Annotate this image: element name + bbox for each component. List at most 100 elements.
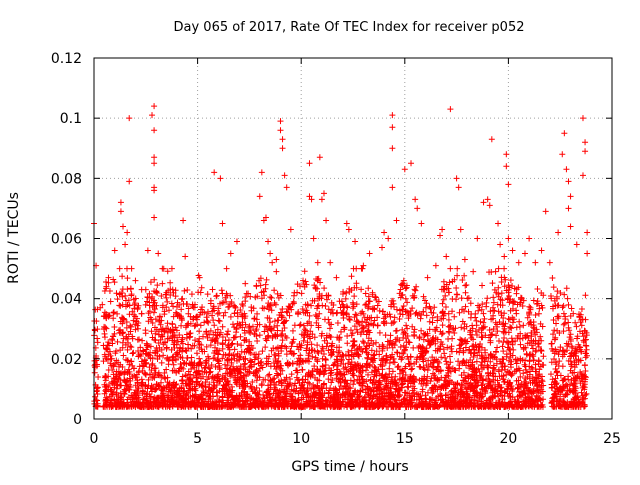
data-point [392, 359, 398, 365]
data-point [225, 328, 231, 334]
data-point [540, 353, 546, 359]
data-point [343, 290, 349, 296]
data-point [517, 342, 523, 348]
data-point [506, 316, 512, 322]
data-point [556, 358, 562, 364]
data-point [347, 317, 353, 323]
data-point [334, 310, 340, 316]
data-point [291, 290, 297, 296]
data-point [210, 317, 216, 323]
data-point [212, 345, 218, 351]
data-point [365, 285, 371, 291]
data-point [418, 328, 424, 334]
data-point [431, 304, 437, 310]
data-point [496, 338, 502, 344]
data-point [135, 326, 141, 332]
data-point [116, 302, 122, 308]
data-point [564, 285, 570, 291]
data-point [579, 306, 585, 312]
data-point [403, 322, 409, 328]
data-point [463, 282, 469, 288]
data-point [409, 305, 415, 311]
data-point [536, 311, 542, 317]
data-point [454, 273, 460, 279]
data-point [463, 304, 469, 310]
data-point [504, 338, 510, 344]
data-point [128, 285, 134, 291]
data-point [447, 266, 453, 272]
data-point [458, 324, 464, 330]
data-point [501, 335, 507, 341]
data-point [383, 332, 389, 338]
data-point [527, 358, 533, 364]
data-point [139, 311, 145, 317]
data-point [159, 360, 165, 366]
data-point [412, 288, 418, 294]
data-point [228, 314, 234, 320]
data-point [314, 342, 320, 348]
data-point [148, 343, 154, 349]
data-point [582, 292, 588, 298]
data-point [424, 312, 430, 318]
data-point [189, 354, 195, 360]
data-point [334, 310, 340, 316]
data-point [462, 283, 468, 289]
data-point [272, 352, 278, 358]
data-point [451, 330, 457, 336]
data-point [199, 285, 205, 291]
data-point [278, 332, 284, 338]
data-point [232, 335, 238, 341]
data-point [194, 374, 200, 380]
data-point [232, 310, 238, 316]
data-point [403, 286, 409, 292]
data-point [551, 327, 557, 333]
data-point [266, 371, 272, 377]
data-point [427, 319, 433, 325]
data-point [238, 342, 244, 348]
data-point [279, 306, 285, 312]
data-point [499, 290, 505, 296]
data-point [180, 373, 186, 379]
data-point [195, 338, 201, 344]
data-point [327, 334, 333, 340]
data-point [518, 296, 524, 302]
data-point [108, 298, 114, 304]
data-point [526, 304, 532, 310]
data-point [215, 311, 221, 317]
data-point [513, 291, 519, 297]
data-point [178, 323, 184, 329]
data-point [421, 294, 427, 300]
data-point [579, 322, 585, 328]
data-point [322, 316, 328, 322]
data-point [403, 296, 409, 302]
data-point [395, 363, 401, 369]
data-point [128, 344, 134, 350]
data-point [321, 285, 327, 291]
data-point [210, 286, 216, 292]
data-point [489, 280, 495, 286]
data-point [539, 348, 545, 354]
data-point [411, 294, 417, 300]
data-point [118, 382, 124, 388]
data-point [135, 337, 141, 343]
data-point [481, 316, 487, 322]
data-point [458, 337, 464, 343]
data-point [490, 294, 496, 300]
data-point [501, 266, 507, 272]
data-point [520, 322, 526, 328]
data-point [102, 331, 108, 337]
data-point [508, 364, 514, 370]
data-point [308, 303, 314, 309]
data-point [565, 302, 571, 308]
data-point [464, 296, 470, 302]
data-point [217, 318, 223, 324]
data-point [230, 321, 236, 327]
data-point [94, 336, 100, 342]
data-point [451, 314, 457, 320]
data-point [297, 352, 303, 358]
data-point [290, 328, 296, 334]
data-point [352, 311, 358, 317]
data-point [377, 330, 383, 336]
